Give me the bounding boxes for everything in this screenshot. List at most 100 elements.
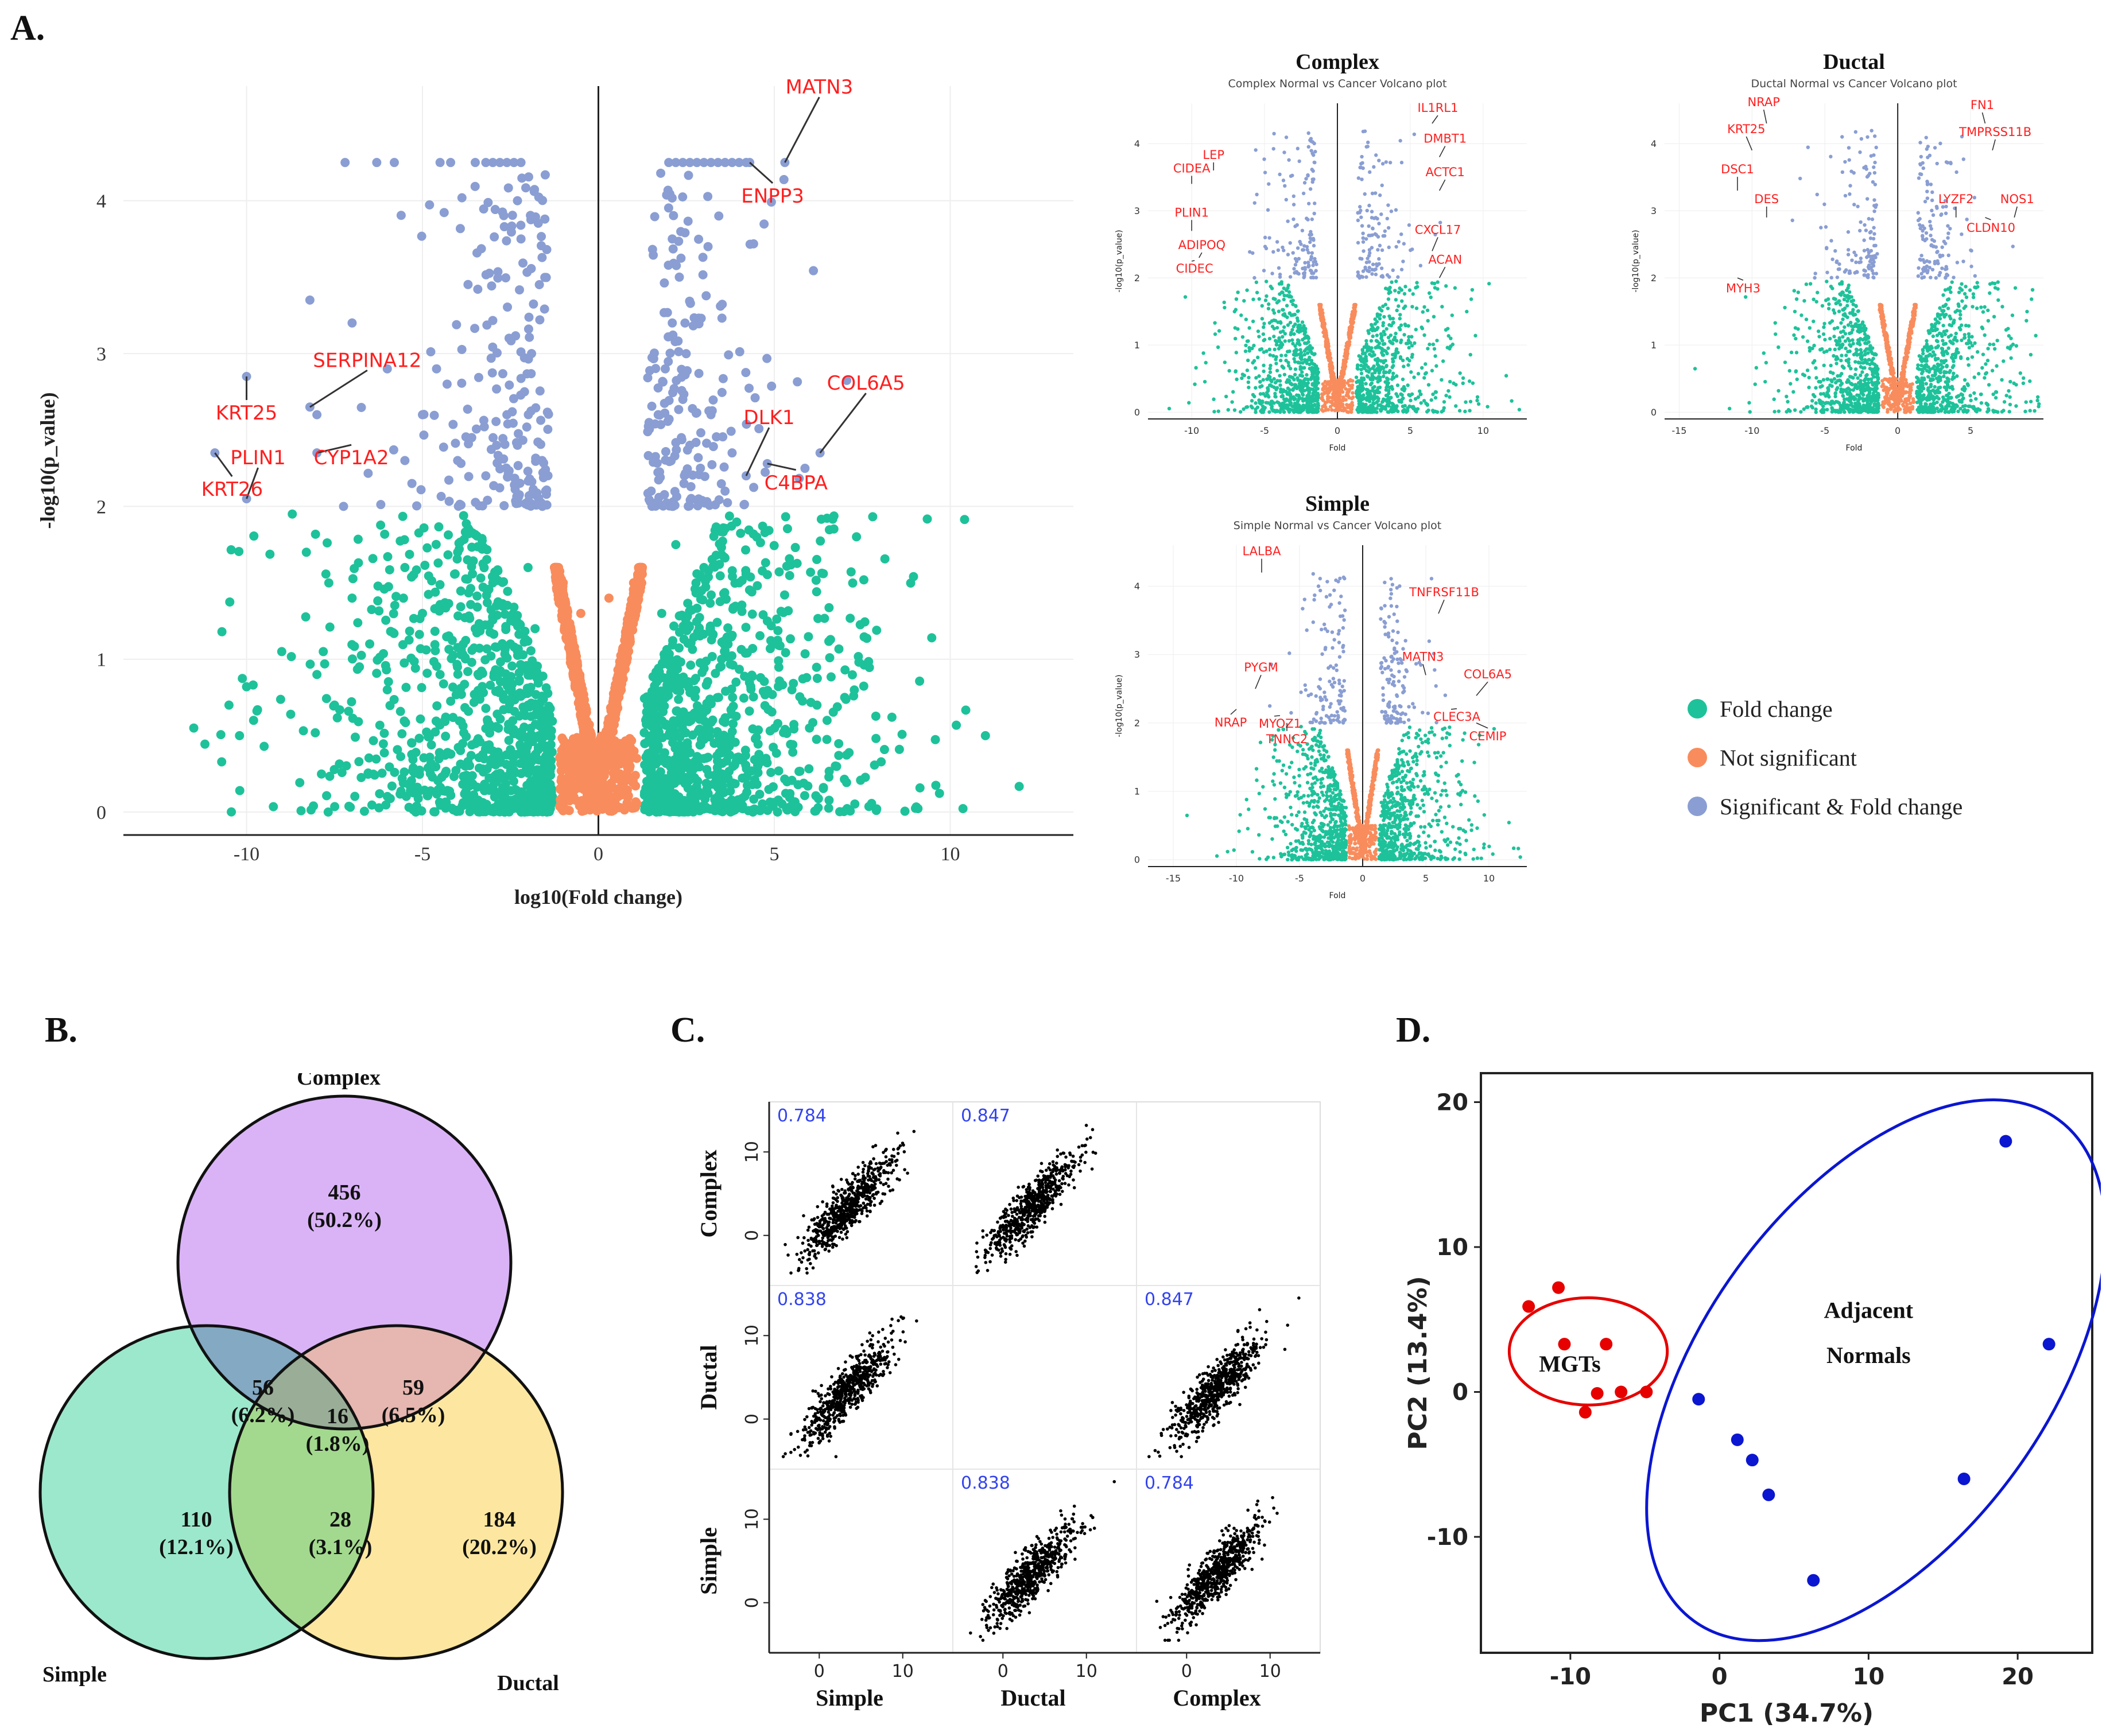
- fold-change-point: [1367, 399, 1372, 403]
- fold-change-point: [464, 706, 474, 716]
- fold-change-point: [379, 748, 389, 758]
- significant-point: [541, 486, 550, 496]
- fold-change-point: [385, 565, 394, 574]
- fold-change-point: [832, 762, 841, 771]
- fold-change-point: [1409, 398, 1413, 403]
- significant-point: [762, 354, 772, 363]
- fold-change-point: [400, 562, 410, 572]
- fold-change-point: [1242, 407, 1246, 411]
- fold-change-point: [1277, 347, 1281, 351]
- significant-point: [779, 174, 789, 184]
- significant-point: [706, 410, 716, 420]
- fold-change-point: [1285, 380, 1289, 384]
- fold-change-point: [491, 722, 501, 732]
- fold-change-point: [1247, 375, 1251, 380]
- fold-change-point: [766, 768, 776, 778]
- fold-change-point: [1429, 295, 1433, 300]
- fold-change-point: [1375, 333, 1379, 337]
- fold-change-point: [412, 565, 421, 575]
- fold-change-point: [740, 745, 750, 755]
- fold-change-point: [922, 514, 932, 524]
- fold-change-point: [395, 706, 405, 716]
- fold-change-point: [1413, 397, 1418, 401]
- x-tick-label: -5: [1260, 425, 1269, 436]
- fold-change-point: [1436, 280, 1440, 284]
- fold-change-point: [773, 807, 782, 817]
- significant-point: [544, 409, 553, 419]
- fold-change-point: [1263, 298, 1268, 302]
- fold-change-point: [426, 740, 436, 749]
- significant-point: [455, 224, 465, 234]
- significant-point: [519, 387, 529, 397]
- significant-point: [706, 158, 716, 168]
- fold-change-point: [249, 716, 258, 725]
- fold-change-point: [834, 739, 844, 748]
- significant-point: [470, 158, 480, 168]
- fold-change-point: [726, 803, 735, 813]
- fold-change-point: [806, 568, 816, 577]
- fold-change-point: [1267, 336, 1272, 341]
- fold-change-point: [1234, 351, 1239, 355]
- fold-change-point: [305, 659, 315, 669]
- fold-change-point: [1391, 371, 1395, 375]
- significant-point: [526, 263, 536, 273]
- fold-change-point: [1431, 342, 1436, 347]
- fold-change-point: [465, 778, 475, 787]
- significant-point: [382, 364, 392, 374]
- not-significant-point: [572, 675, 582, 685]
- not-significant-point: [625, 762, 635, 771]
- fold-change-point: [744, 585, 754, 595]
- not-significant-point: [584, 728, 594, 737]
- fold-change-point: [1378, 307, 1382, 311]
- significant-point: [676, 253, 686, 263]
- fold-change-point: [717, 637, 727, 647]
- fold-change-point: [1379, 332, 1383, 336]
- fold-change-point: [534, 755, 544, 765]
- fold-change-point: [1278, 379, 1282, 383]
- annotation-arrow: [784, 96, 820, 163]
- fold-change-point: [1261, 399, 1265, 403]
- fold-change-point: [822, 735, 832, 744]
- fold-change-point: [1403, 322, 1407, 327]
- fold-change-point: [1279, 354, 1283, 358]
- fold-change-point: [1278, 374, 1282, 378]
- fold-change-point: [1386, 346, 1390, 350]
- fold-change-point: [1291, 387, 1296, 391]
- fold-change-point: [1422, 399, 1426, 403]
- significant-point: [535, 386, 545, 396]
- fold-change-point: [705, 624, 715, 634]
- fold-change-point: [1282, 372, 1287, 376]
- fold-change-point: [520, 756, 530, 766]
- not-significant-point: [616, 744, 626, 754]
- fold-change-point: [1287, 290, 1291, 294]
- fold-change-point: [646, 731, 656, 740]
- fold-change-point: [1426, 347, 1430, 351]
- fold-change-point: [900, 806, 910, 816]
- fold-change-point: [642, 700, 652, 710]
- fold-change-point: [1257, 297, 1261, 301]
- significant-point: [662, 308, 672, 317]
- significant-point: [527, 349, 537, 359]
- fold-change-point: [311, 529, 320, 539]
- y-tick-label: 2: [1134, 273, 1140, 283]
- significant-point: [677, 435, 687, 445]
- fold-change-point: [1442, 400, 1446, 404]
- fold-change-point: [1376, 358, 1380, 362]
- significant-point: [436, 491, 446, 501]
- significant-point: [509, 394, 518, 403]
- significant-point: [499, 222, 509, 232]
- fold-change-point: [1386, 335, 1391, 340]
- fold-change-point: [1418, 392, 1422, 397]
- fold-change-point: [864, 663, 874, 673]
- fold-change-point: [671, 539, 681, 549]
- fold-change-point: [800, 791, 809, 801]
- fold-change-point: [430, 587, 440, 597]
- significant-point: [663, 417, 673, 426]
- fold-change-point: [488, 746, 498, 756]
- fold-change-point: [1378, 368, 1382, 372]
- significant-point: [660, 490, 669, 499]
- significant-point: [510, 473, 519, 483]
- fold-change-point: [650, 681, 660, 691]
- fold-change-point: [1391, 404, 1396, 409]
- not-significant-point: [567, 650, 577, 660]
